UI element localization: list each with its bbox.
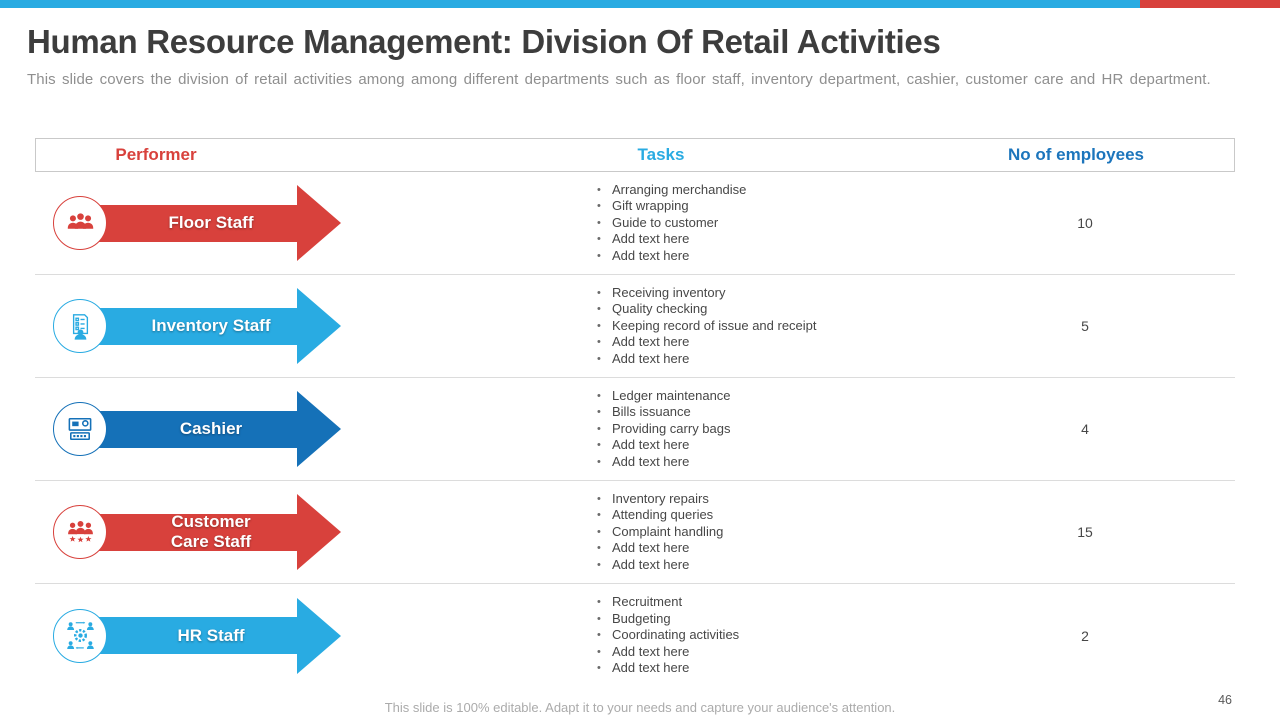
performer-label: Customer Care Staff (170, 512, 252, 551)
page-title: Human Resource Management: Division Of R… (27, 23, 941, 60)
tasks-cell: Inventory repairsAttending queriesCompla… (495, 491, 935, 574)
task-item: Quality checking (595, 301, 935, 318)
task-item: Arranging merchandise (595, 182, 935, 199)
task-item: Attending queries (595, 507, 935, 524)
customer-care-staff-icon (53, 505, 107, 559)
arrow-body: Inventory Staff (79, 307, 297, 345)
division-table: Performer Tasks No of employees Floor St… (35, 138, 1235, 687)
hr-staff-icon (53, 608, 107, 663)
task-item: Budgeting (595, 611, 935, 628)
task-item: Add text here (595, 231, 935, 248)
performer-cell: Inventory Staff (35, 288, 495, 364)
performer-arrow: Floor Staff (53, 185, 353, 261)
task-item: Add text here (595, 334, 935, 351)
task-item: Bills issuance (595, 404, 935, 421)
top-accent-bar-right (1140, 0, 1280, 8)
performer-label: Floor Staff (168, 213, 254, 233)
arrow-head (297, 597, 341, 674)
table-row: Floor Staff Arranging merchandiseGift wr… (35, 172, 1235, 275)
tasks-list: Receiving inventoryQuality checkingKeepi… (595, 285, 935, 368)
task-item: Providing carry bags (595, 421, 935, 438)
floor-staff-icon (53, 196, 107, 250)
slide-header: Human Resource Management: Division Of R… (0, 8, 1280, 88)
task-item: Add text here (595, 644, 935, 661)
performer-arrow: Inventory Staff (53, 288, 353, 364)
employee-count: 15 (1077, 524, 1093, 540)
arrow-head (297, 185, 341, 261)
employee-count: 10 (1077, 215, 1093, 231)
task-item: Add text here (595, 437, 935, 454)
task-item: Coordinating activities (595, 627, 935, 644)
task-item: Complaint handling (595, 524, 935, 541)
task-item: Inventory repairs (595, 491, 935, 508)
tasks-list: Inventory repairsAttending queriesCompla… (595, 491, 935, 574)
table-row: Cashier Ledger maintenanceBills issuance… (35, 378, 1235, 481)
arrow-body: HR Staff (79, 617, 297, 654)
task-item: Add text here (595, 540, 935, 557)
employees-cell: 5 (935, 318, 1235, 334)
top-accent-bar (0, 0, 1280, 8)
table-row: HR Staff RecruitmentBudgetingCoordinatin… (35, 584, 1235, 687)
top-accent-bar-left (0, 0, 1140, 8)
performer-cell: Floor Staff (35, 185, 495, 261)
tasks-cell: Receiving inventoryQuality checkingKeepi… (495, 285, 935, 368)
arrow-body: Floor Staff (79, 204, 297, 242)
task-item: Add text here (595, 660, 935, 677)
task-item: Ledger maintenance (595, 388, 935, 405)
task-item: Add text here (595, 557, 935, 574)
performer-cell: Cashier (35, 391, 495, 467)
performer-label: Cashier (179, 419, 243, 439)
cashier-icon (53, 402, 107, 456)
task-item: Add text here (595, 351, 935, 368)
task-item: Add text here (595, 248, 935, 265)
tasks-list: Arranging merchandiseGift wrappingGuide … (595, 182, 935, 265)
employee-count: 2 (1081, 627, 1089, 644)
task-item: Receiving inventory (595, 285, 935, 302)
performer-label: HR Staff (177, 625, 245, 645)
performer-cell: HR Staff (35, 597, 495, 674)
performer-cell: Customer Care Staff (35, 494, 495, 570)
task-item: Guide to customer (595, 215, 935, 232)
performer-arrow: Cashier (53, 391, 353, 467)
task-item: Recruitment (595, 594, 935, 611)
tasks-cell: Arranging merchandiseGift wrappingGuide … (495, 182, 935, 265)
employees-cell: 15 (935, 524, 1235, 540)
arrow-head (297, 494, 341, 570)
column-header-employees: No of employees (1007, 145, 1145, 164)
table-header-row: Performer Tasks No of employees (35, 138, 1235, 172)
arrow-head (297, 288, 341, 364)
tasks-list: RecruitmentBudgetingCoordinating activit… (595, 594, 935, 677)
employees-cell: 4 (935, 421, 1235, 437)
table-body: Floor Staff Arranging merchandiseGift wr… (35, 172, 1235, 687)
performer-label: Inventory Staff (151, 316, 271, 336)
arrow-head (297, 391, 341, 467)
arrow-body: Cashier (79, 410, 297, 448)
tasks-cell: Ledger maintenanceBills issuanceProvidin… (495, 388, 935, 471)
employee-count: 4 (1081, 421, 1089, 437)
performer-arrow: HR Staff (53, 597, 353, 674)
table-row: Customer Care Staff Inventory repairsAtt… (35, 481, 1235, 584)
employee-count: 5 (1081, 318, 1089, 334)
task-item: Gift wrapping (595, 198, 935, 215)
footer-note: This slide is 100% editable. Adapt it to… (384, 700, 896, 715)
employees-cell: 10 (935, 215, 1235, 231)
inventory-staff-icon (53, 299, 107, 353)
table-row: Inventory Staff Receiving inventoryQuali… (35, 275, 1235, 378)
task-item: Keeping record of issue and receipt (595, 318, 935, 335)
tasks-cell: RecruitmentBudgetingCoordinating activit… (495, 594, 935, 677)
page-subtitle: This slide covers the division of retail… (27, 70, 1211, 88)
page-number: 46 (1218, 693, 1232, 707)
column-header-tasks: Tasks (637, 145, 685, 164)
employees-cell: 2 (935, 628, 1235, 644)
task-item: Add text here (595, 454, 935, 471)
arrow-body: Customer Care Staff (79, 512, 297, 551)
tasks-list: Ledger maintenanceBills issuanceProvidin… (595, 388, 935, 471)
performer-arrow: Customer Care Staff (53, 494, 353, 570)
column-header-performer: Performer (115, 145, 197, 164)
